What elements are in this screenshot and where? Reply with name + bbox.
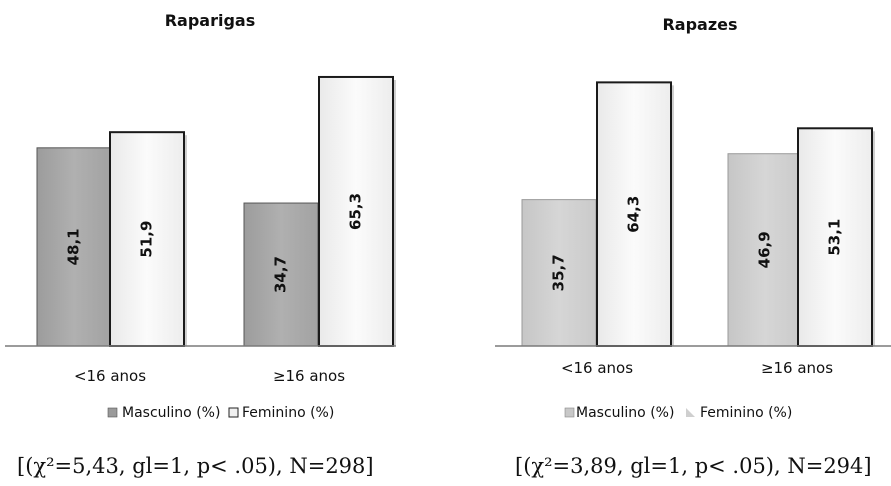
legend-swatch-masculino [564,407,575,418]
bar-feminino [109,131,185,347]
bar-masculino [727,153,803,347]
data-label: 51,9 [138,221,156,258]
legend: Masculino (%) Feminino (%) [564,405,792,421]
category-label: <16 anos [561,359,633,377]
chart-title: Raparigas [165,11,256,30]
legend-label-masculino: Masculino (%) [122,405,220,421]
data-label: 48,1 [65,228,83,265]
data-label: 65,3 [347,193,365,230]
chart-note: [(χ²=3,89, gl=1, p< .05), N=294] [515,454,872,478]
legend-label-masculino: Masculino (%) [576,405,674,421]
chart-raparigas: Raparigas 48,1 51,9 34,7 65,3 <16 anos ≥16 … [5,11,396,478]
data-label: 64,3 [625,196,643,233]
bar-feminino [797,127,873,347]
chart-title: Rapazes [662,15,737,34]
legend-swatch-masculino [107,407,118,418]
category-label: ≥16 anos [273,367,345,385]
chart-note: [(χ²=5,43, gl=1, p< .05), N=298] [17,454,374,478]
bars-group: 48,1 51,9 34,7 65,3 [36,75,396,348]
chart-rapazes: Rapazes 35,7 64,3 46,9 53,1 <16 anos ≥16 an… [495,15,891,478]
category-label: ≥16 anos [761,359,833,377]
legend-swatch-feminino [686,408,695,417]
bar-masculino [36,147,112,347]
data-label: 46,9 [756,231,774,268]
data-label: 53,1 [826,219,844,256]
bar-masculino [521,199,597,347]
category-label: <16 anos [74,367,146,385]
legend-swatch-feminino [228,407,239,418]
legend-label-feminino: Feminino (%) [700,405,792,421]
data-label: 35,7 [550,254,568,291]
bars-group: 35,7 64,3 46,9 53,1 [521,81,875,348]
legend: Masculino (%) Feminino (%) [107,405,334,421]
legend-label-feminino: Feminino (%) [242,405,334,421]
bar-feminino [318,75,394,348]
data-label: 34,7 [272,256,290,293]
